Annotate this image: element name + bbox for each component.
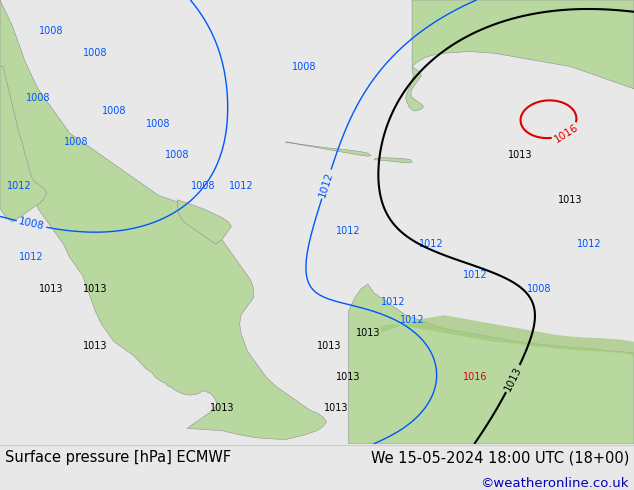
- Text: 1012: 1012: [400, 315, 424, 325]
- Text: 1013: 1013: [83, 341, 107, 351]
- Polygon shape: [349, 284, 634, 444]
- Polygon shape: [374, 158, 412, 163]
- Text: 1008: 1008: [165, 150, 190, 160]
- Text: 1012: 1012: [7, 181, 31, 192]
- Text: 1008: 1008: [26, 93, 50, 103]
- Text: Surface pressure [hPa] ECMWF: Surface pressure [hPa] ECMWF: [5, 450, 231, 465]
- Text: 1012: 1012: [229, 181, 253, 192]
- Text: 1013: 1013: [356, 328, 380, 338]
- Text: 1008: 1008: [292, 62, 316, 72]
- Text: 1012: 1012: [578, 239, 602, 249]
- Text: 1013: 1013: [318, 341, 342, 351]
- Polygon shape: [178, 200, 231, 244]
- Text: 1016: 1016: [552, 122, 580, 145]
- Text: 1008: 1008: [83, 49, 107, 58]
- Text: 1008: 1008: [18, 217, 45, 232]
- Text: 1012: 1012: [463, 270, 488, 280]
- Text: 1013: 1013: [210, 403, 234, 414]
- Polygon shape: [406, 67, 424, 111]
- Text: 1008: 1008: [191, 181, 215, 192]
- Text: We 15-05-2024 18:00 UTC (18+00): We 15-05-2024 18:00 UTC (18+00): [370, 450, 629, 465]
- Text: 1012: 1012: [419, 239, 443, 249]
- Text: 1013: 1013: [337, 372, 361, 382]
- Text: 1008: 1008: [102, 106, 126, 116]
- Text: 1013: 1013: [508, 150, 532, 160]
- Text: 1013: 1013: [324, 403, 348, 414]
- Text: 1016: 1016: [463, 372, 488, 382]
- Text: 1013: 1013: [83, 284, 107, 294]
- Text: 1012: 1012: [381, 297, 405, 307]
- Text: ©weatheronline.co.uk: ©weatheronline.co.uk: [481, 477, 629, 490]
- Text: 1008: 1008: [527, 284, 551, 294]
- Text: 1008: 1008: [146, 119, 171, 129]
- Text: 1013: 1013: [39, 284, 63, 294]
- Text: 1008: 1008: [39, 26, 63, 36]
- Polygon shape: [412, 0, 634, 89]
- Text: 1013: 1013: [503, 365, 524, 392]
- Text: 1008: 1008: [64, 137, 88, 147]
- Text: 1012: 1012: [20, 252, 44, 263]
- Polygon shape: [285, 142, 371, 156]
- Text: 1012: 1012: [318, 170, 335, 198]
- Polygon shape: [0, 67, 47, 222]
- Text: 1012: 1012: [337, 226, 361, 236]
- Text: 1013: 1013: [559, 195, 583, 205]
- Polygon shape: [0, 0, 327, 440]
- Polygon shape: [380, 315, 634, 355]
